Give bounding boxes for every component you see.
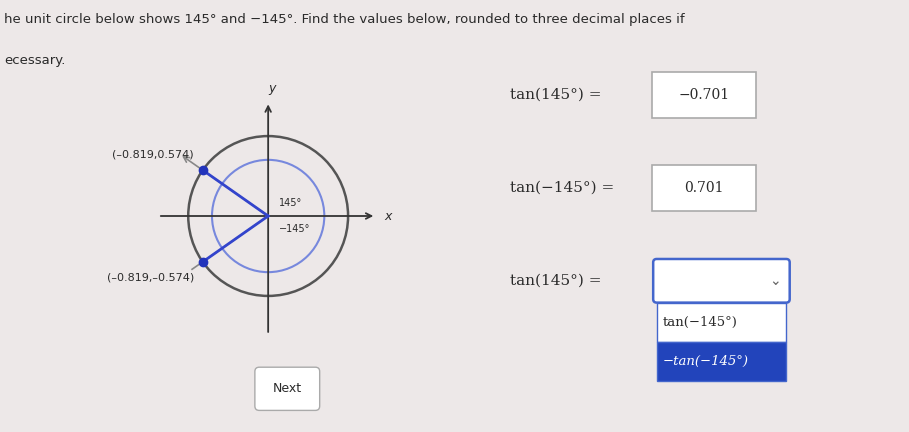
Text: tan(145°) =: tan(145°) =	[510, 88, 601, 102]
Bar	[656, 304, 786, 342]
Text: −tan(−145°): −tan(−145°)	[664, 355, 749, 368]
Text: tan(−145°): tan(−145°)	[664, 316, 738, 330]
Text: ⌄: ⌄	[770, 274, 781, 288]
Text: 0.701: 0.701	[684, 181, 724, 195]
Bar	[656, 342, 786, 381]
Text: y: y	[268, 82, 275, 95]
Text: (–0.819,–0.574): (–0.819,–0.574)	[107, 273, 194, 283]
Text: Next: Next	[273, 382, 302, 395]
Text: tan(−145°) =: tan(−145°) =	[510, 181, 614, 195]
FancyBboxPatch shape	[653, 73, 756, 118]
Text: ecessary.: ecessary.	[5, 54, 65, 67]
Text: −0.701: −0.701	[679, 88, 730, 102]
Text: he unit circle below shows 145° and −145°. Find the values below, rounded to thr: he unit circle below shows 145° and −145…	[5, 13, 685, 26]
FancyBboxPatch shape	[654, 259, 790, 303]
Text: x: x	[385, 210, 392, 222]
FancyBboxPatch shape	[653, 165, 756, 211]
Text: −145°: −145°	[279, 224, 310, 234]
Text: tan(145°) =: tan(145°) =	[510, 274, 601, 288]
FancyBboxPatch shape	[255, 367, 320, 410]
Text: (–0.819,0.574): (–0.819,0.574)	[113, 149, 194, 159]
Text: 145°: 145°	[279, 198, 302, 208]
